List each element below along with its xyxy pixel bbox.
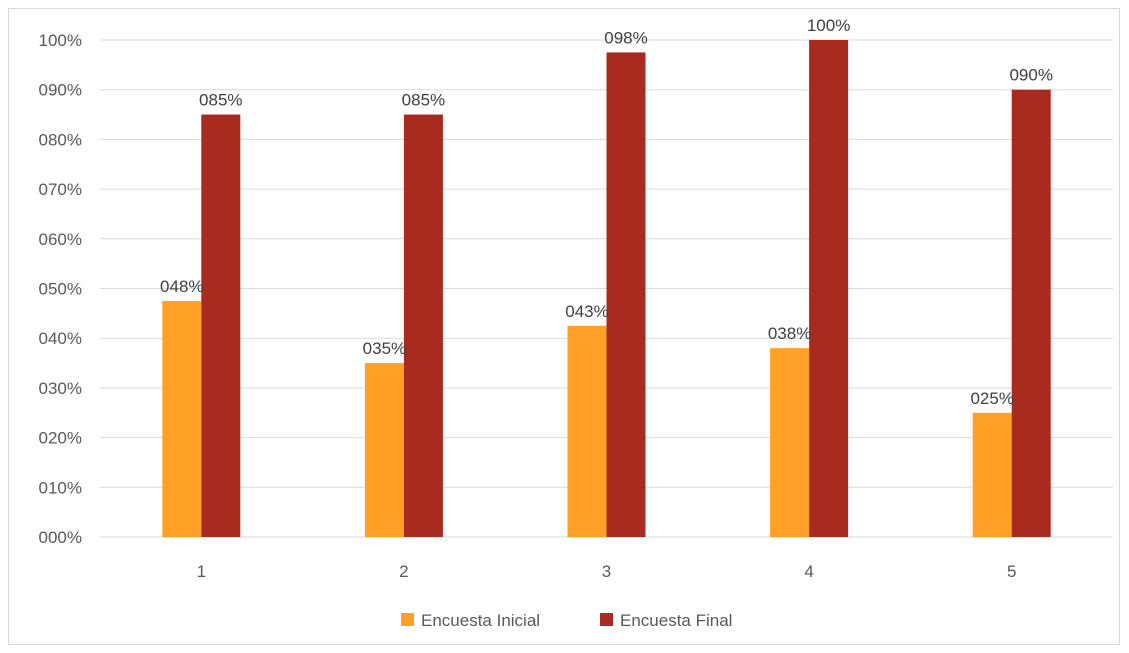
y-axis-ticks: 000% 010% 020% 030% 040% 050% 060% 070% 080% 090%… [39,31,82,547]
y-tick-label: 030% [39,379,82,398]
y-tick-label: 090% [39,81,82,100]
data-label: 100% [807,16,850,35]
x-tick-label: 2 [399,562,408,581]
legend: Encuesta Inicial Encuesta Final [401,611,732,630]
legend-swatch [600,613,613,626]
x-tick-label: 4 [804,562,813,581]
bar [1011,89,1051,537]
y-tick-label: 050% [39,280,82,299]
data-label: 038% [768,324,811,343]
legend-label: Encuesta Inicial [421,611,540,630]
data-label: 098% [604,28,647,47]
data-label: 043% [565,302,608,321]
data-labels: 048% 085% 035% 085% 043% 098% 038% 100% 025% 090% [160,16,1053,408]
bar [364,363,404,537]
data-label: 048% [160,277,203,296]
data-label: 090% [1009,66,1052,85]
y-tick-label: 000% [39,528,82,547]
bar [770,348,810,537]
bar [809,40,849,537]
y-tick-label: 100% [39,31,82,50]
y-tick-label: 040% [39,329,82,348]
data-label: 085% [199,91,242,110]
data-label: 035% [363,339,406,358]
data-label: 025% [970,389,1013,408]
x-tick-label: 5 [1007,562,1016,581]
bar [162,300,202,537]
y-tick-label: 080% [39,130,82,149]
data-label: 085% [402,91,445,110]
y-tick-label: 070% [39,180,82,199]
bar [606,52,646,538]
bar [201,114,241,538]
legend-label: Encuesta Final [620,611,732,630]
bar [567,325,607,537]
bar [972,412,1012,537]
x-axis-ticks: 1 2 3 4 5 [197,562,1017,581]
y-tick-label: 060% [39,230,82,249]
x-tick-label: 1 [197,562,206,581]
bar [403,114,443,538]
y-tick-label: 010% [39,478,82,497]
legend-swatch [401,613,414,626]
bars [162,40,1051,538]
x-tick-label: 3 [602,562,611,581]
y-tick-label: 020% [39,429,82,448]
